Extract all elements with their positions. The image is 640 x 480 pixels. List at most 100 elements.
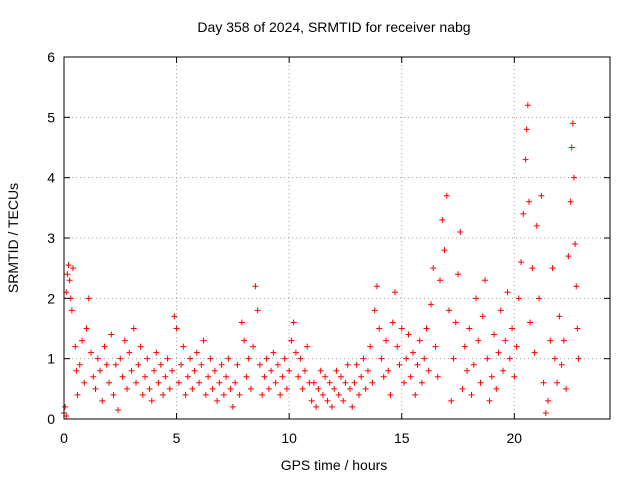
data-point <box>70 265 77 272</box>
data-point <box>128 367 135 374</box>
data-point <box>573 283 580 290</box>
data-point <box>313 403 320 410</box>
data-point <box>479 313 486 320</box>
data-point <box>227 385 234 392</box>
data-point <box>477 379 484 386</box>
data-point <box>283 385 290 392</box>
data-point <box>241 337 248 344</box>
data-point <box>486 397 493 404</box>
data-point <box>493 385 500 392</box>
data-point <box>234 361 241 368</box>
data-point <box>137 343 144 350</box>
data-point <box>459 385 466 392</box>
data-point <box>488 373 495 380</box>
data-point <box>290 319 297 326</box>
data-point <box>103 361 110 368</box>
data-point <box>423 325 430 332</box>
axis-ticks <box>63 56 610 420</box>
data-point <box>196 379 203 386</box>
data-point <box>518 259 525 266</box>
data-point <box>135 361 142 368</box>
data-point <box>112 361 119 368</box>
data-point <box>403 355 410 362</box>
data-point <box>491 331 498 338</box>
data-point <box>76 361 83 368</box>
data-point <box>391 289 398 296</box>
data-point <box>520 210 527 217</box>
data-point <box>245 355 252 362</box>
data-point <box>349 403 356 410</box>
data-point <box>139 391 146 398</box>
data-point <box>263 355 270 362</box>
data-point <box>511 373 518 380</box>
data-point <box>531 349 538 356</box>
data-point <box>324 397 331 404</box>
data-point <box>527 319 534 326</box>
data-point <box>551 355 558 362</box>
data-point <box>513 343 520 350</box>
data-point <box>545 397 552 404</box>
data-point <box>155 379 162 386</box>
data-point <box>166 385 173 392</box>
data-point <box>144 355 151 362</box>
data-point <box>560 337 567 344</box>
data-point <box>162 373 169 380</box>
data-point <box>169 367 176 374</box>
data-point <box>130 325 137 332</box>
data-point <box>214 397 221 404</box>
data-point <box>351 379 358 386</box>
data-point <box>407 373 414 380</box>
data-point <box>310 379 317 386</box>
data-point <box>396 361 403 368</box>
data-point <box>446 307 453 314</box>
data-point <box>497 307 504 314</box>
data-point <box>292 349 299 356</box>
data-point <box>461 343 468 350</box>
data-point <box>117 355 124 362</box>
data-point <box>515 295 522 302</box>
data-point <box>567 198 574 205</box>
data-point <box>211 367 218 374</box>
data-point <box>225 355 232 362</box>
data-point <box>344 361 351 368</box>
data-point <box>207 355 214 362</box>
data-point <box>193 349 200 356</box>
data-point <box>556 313 563 320</box>
data-point <box>394 343 401 350</box>
x-tick-label: 0 <box>60 430 68 446</box>
data-point <box>209 385 216 392</box>
x-tick-label: 10 <box>281 430 297 446</box>
data-point <box>279 373 286 380</box>
data-point <box>106 379 113 386</box>
data-point <box>326 379 333 386</box>
data-point <box>464 367 471 374</box>
data-point <box>220 391 227 398</box>
data-point <box>470 361 477 368</box>
data-point <box>421 355 428 362</box>
data-point <box>151 367 158 374</box>
data-point <box>247 385 254 392</box>
data-point <box>184 373 191 380</box>
tick-labels: 0 5 10 15 20 0 1 2 3 4 5 6 <box>47 49 522 446</box>
data-point <box>218 361 225 368</box>
data-point <box>335 391 342 398</box>
data-point <box>466 325 473 332</box>
data-point <box>153 349 160 356</box>
data-point <box>409 349 416 356</box>
data-point <box>205 373 212 380</box>
data-point <box>369 379 376 386</box>
data-point <box>121 337 128 344</box>
data-point <box>62 403 69 410</box>
data-point <box>558 361 565 368</box>
data-point <box>328 403 335 410</box>
data-point <box>256 361 263 368</box>
data-point <box>124 385 131 392</box>
data-point <box>452 319 459 326</box>
data-point <box>191 367 198 374</box>
data-point <box>333 367 340 374</box>
data-point <box>540 379 547 386</box>
data-point <box>232 379 239 386</box>
data-point <box>574 325 581 332</box>
data-point <box>317 367 324 374</box>
data-point <box>563 385 570 392</box>
